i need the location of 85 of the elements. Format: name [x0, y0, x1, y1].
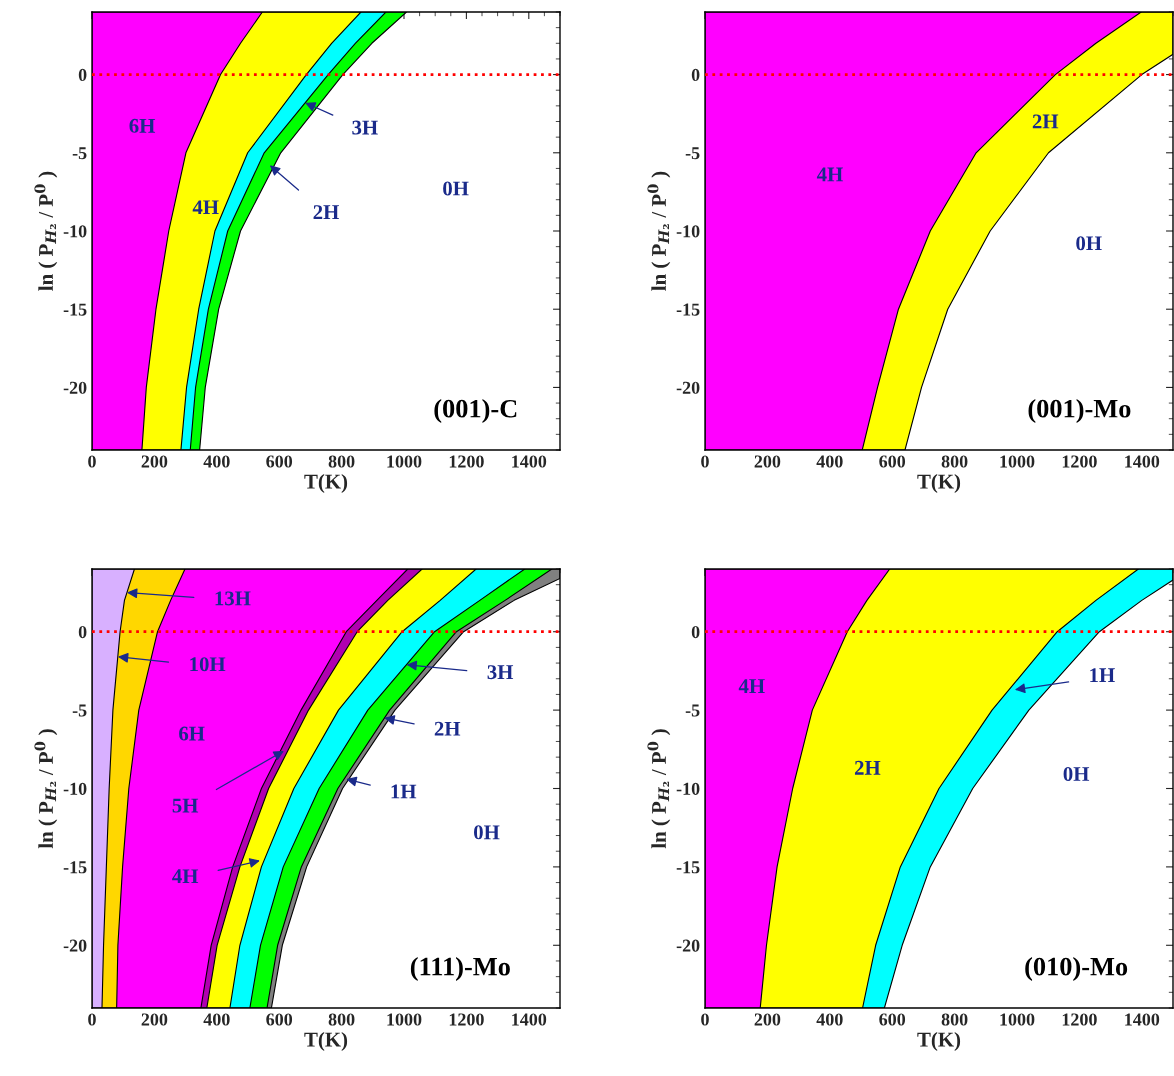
x-tick-label: 400 [203, 1013, 230, 1026]
y-tick-label: 0 [78, 625, 87, 639]
x-tick-label: 200 [754, 1013, 781, 1026]
annotation: 2H [1032, 114, 1059, 129]
annotation: 2H [434, 721, 461, 736]
x-tick-label: 200 [141, 1013, 168, 1026]
y-axis-title: ln ( P$_{H₂}$ / P$^{0}$ ) [34, 729, 58, 849]
annotation: 1H [391, 784, 417, 799]
y-tick-label: -10 [676, 225, 700, 238]
x-tick-label: 800 [941, 1013, 968, 1026]
y-tick-label: 0 [691, 625, 700, 639]
x-tick-label: 0 [701, 455, 709, 468]
annotation: 0H [443, 181, 469, 196]
y-axis-title: ln ( P$_{H₂}$ / P$^{0}$ ) [647, 729, 671, 849]
x-tick-label: 0 [701, 1013, 709, 1026]
x-axis-title: T(K) [304, 1032, 348, 1051]
x-tick-label: 1000 [387, 1013, 422, 1026]
annotation: 10H [190, 657, 226, 672]
y-tick-label: -15 [676, 861, 700, 874]
x-tick-label: 200 [754, 455, 781, 468]
y-tick-label: -10 [676, 782, 700, 795]
x-tick-label: 0 [88, 1013, 96, 1026]
annotation: 4H [172, 869, 199, 884]
x-tick-label: 1200 [1062, 455, 1097, 468]
x-axis-title: T(K) [917, 474, 961, 493]
x-tick-label: 1200 [1062, 1013, 1097, 1026]
x-tick-label: 800 [328, 455, 355, 468]
annotation: 3H [352, 120, 378, 135]
x-tick-label: 600 [266, 1013, 293, 1026]
x-tick-label: 400 [203, 455, 230, 468]
x-tick-label: 1200 [449, 1013, 484, 1026]
annotation: 2H [854, 760, 881, 775]
y-axis-title: ln ( P$_{H₂}$ / P$^{0}$ ) [647, 171, 671, 291]
x-tick-label: 600 [266, 455, 293, 468]
x-tick-label: 800 [941, 455, 968, 468]
x-tick-label: 1200 [449, 455, 484, 468]
y-tick-label: -5 [72, 704, 87, 717]
annotation: 3H [487, 665, 514, 680]
y-tick-label: -10 [63, 782, 87, 795]
x-tick-label: 600 [879, 455, 906, 468]
x-axis-title: T(K) [304, 474, 348, 493]
annotation: 5H [172, 798, 199, 813]
y-tick-label: -20 [63, 939, 87, 952]
annotation: 4H [816, 167, 843, 182]
y-tick-label: -5 [72, 147, 87, 160]
annotation: 2H [313, 205, 339, 219]
x-tick-label: 200 [141, 455, 168, 468]
x-axis-title: T(K) [917, 1032, 961, 1051]
annotation: 0H [474, 825, 500, 840]
annotation: 4H [738, 679, 765, 693]
annotation: (001)-C [434, 399, 517, 423]
x-tick-label: 1400 [1125, 1013, 1160, 1026]
y-tick-label: -5 [685, 147, 700, 160]
annotation: 6H [129, 118, 156, 133]
y-tick-label: -15 [63, 303, 87, 316]
annotation: (010)-Mo [1025, 956, 1128, 981]
x-tick-label: 400 [816, 1013, 843, 1026]
x-tick-label: 1000 [1000, 1013, 1035, 1026]
y-tick-label: -20 [676, 939, 700, 952]
annotation: 1H [1090, 668, 1115, 682]
y-tick-label: -5 [685, 704, 700, 717]
annotation: 4H [192, 200, 219, 215]
x-tick-label: 800 [328, 1013, 355, 1026]
x-tick-label: 1400 [512, 455, 547, 468]
annotation: 0H [1076, 236, 1102, 251]
y-tick-label: -15 [676, 303, 700, 316]
x-tick-label: 600 [879, 1013, 906, 1026]
y-tick-label: 0 [78, 68, 87, 82]
y-axis-title: ln ( P$_{H₂}$ / P$^{0}$ ) [34, 171, 58, 291]
y-tick-label: -10 [63, 225, 87, 238]
x-tick-label: 1000 [1000, 455, 1035, 468]
annotation: 13H [215, 591, 251, 606]
x-tick-label: 1000 [387, 455, 422, 468]
annotation: (111)-Mo [410, 956, 510, 981]
annotation: 0H [1063, 766, 1090, 781]
annotation: (001)-Mo [1028, 399, 1131, 423]
y-tick-label: -20 [676, 381, 700, 394]
y-tick-label: 0 [691, 68, 700, 82]
x-tick-label: 1400 [1125, 455, 1160, 468]
x-tick-label: 1400 [512, 1013, 547, 1026]
x-tick-label: 400 [816, 455, 843, 468]
x-tick-label: 0 [88, 455, 96, 468]
y-tick-label: -15 [63, 861, 87, 874]
y-tick-label: -20 [63, 381, 87, 394]
annotation: 6H [179, 726, 205, 741]
